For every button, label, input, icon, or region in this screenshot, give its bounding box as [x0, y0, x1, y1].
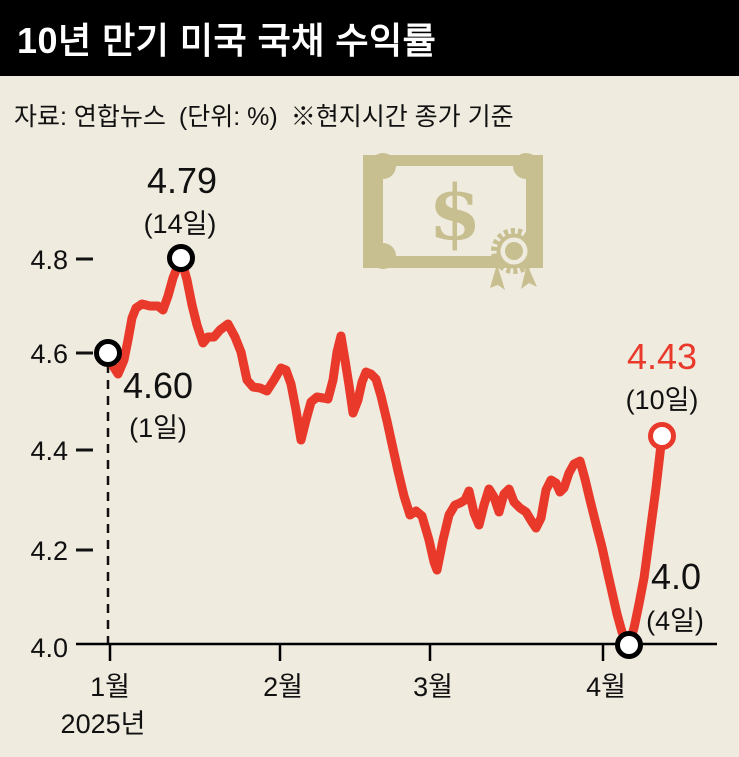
marker-last-point — [648, 422, 676, 450]
marker-peak-point — [167, 244, 195, 272]
bill-corner-notch — [370, 243, 396, 269]
yield-line — [103, 253, 667, 650]
annotation-last-date: (10일) — [626, 385, 699, 415]
source-label: 자료: 연합뉴스 — [14, 103, 166, 131]
annotation-low-value: 4.0 — [651, 556, 701, 597]
bill-corner-notch — [370, 153, 396, 179]
dollar-bill-icon: $ — [363, 153, 543, 290]
x-axis-label: 2월 — [263, 672, 303, 702]
annotation-start-date: (1일) — [129, 413, 187, 443]
year-label: 2025년 — [61, 709, 146, 739]
y-axis-ticks — [76, 257, 93, 552]
bill-corner-notch — [513, 153, 539, 179]
annotation-start-value: 4.60 — [123, 365, 193, 406]
page-title: 10년 만기 미국 국채 수익률 — [17, 20, 437, 61]
annotation-peak-date: (14일) — [144, 209, 217, 239]
annotation-low-date: (4일) — [646, 606, 704, 636]
annotation-last-value: 4.43 — [627, 336, 697, 377]
annotation-peak-value: 4.79 — [147, 160, 217, 201]
note-label: ※현지시간 종가 기준 — [290, 103, 514, 131]
y-axis-label: 4.8 — [30, 245, 68, 275]
y-axis-label: 4.0 — [30, 633, 68, 663]
unit-label: (단위: %) — [178, 103, 278, 131]
seal-icon — [490, 228, 537, 290]
subtitle-row: 자료: 연합뉴스 (단위: %) ※현지시간 종가 기준 — [14, 97, 514, 133]
dollar-sign: $ — [429, 168, 482, 257]
x-axis-label: 1월 — [90, 672, 130, 702]
marker-low-point — [615, 631, 643, 659]
x-axis-label: 3월 — [413, 672, 453, 702]
x-axis-ticks — [108, 644, 605, 661]
y-axis-label: 4.6 — [30, 339, 68, 369]
y-axis-label: 4.2 — [30, 536, 68, 566]
x-axis-label: 4월 — [586, 672, 626, 702]
y-axis-label: 4.4 — [30, 436, 68, 466]
marker-start-point — [94, 339, 122, 367]
header-bar: 10년 만기 미국 국채 수익률 — [0, 0, 739, 76]
